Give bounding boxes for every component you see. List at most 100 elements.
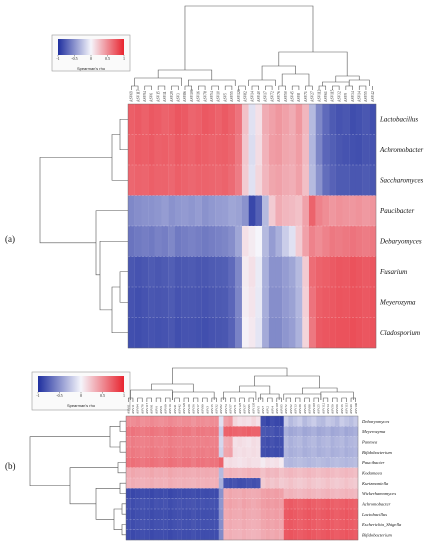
column-dendrogram-branch: [251, 85, 260, 90]
heatmap-cell: [208, 134, 216, 166]
heatmap-cell: [177, 478, 182, 489]
heatmap-cell: [221, 104, 229, 135]
heatmap-cell: [295, 165, 303, 196]
heatmap-cell: [163, 467, 168, 479]
heatmap-cell: [154, 104, 162, 135]
heatmap-cell: [330, 467, 335, 479]
column-label: ASV3: [205, 406, 209, 414]
heatmap-cell: [237, 416, 243, 427]
column-label: ASV6: [154, 406, 158, 414]
heatmap-cell: [316, 478, 322, 489]
heatmap-cell: [135, 426, 141, 437]
heatmap-cell: [269, 457, 275, 468]
heatmap-cell: [134, 134, 142, 166]
heatmap-cell: [330, 416, 335, 427]
heatmap-cell: [311, 498, 317, 510]
heatmap-cell: [275, 287, 283, 318]
heatmap-cell: [275, 226, 283, 257]
heatmap-cell: [228, 436, 233, 448]
heatmap-cell: [325, 436, 331, 448]
row-label: Fusarium: [379, 268, 407, 276]
heatmap-cell: [172, 519, 178, 530]
heatmap-cell: [274, 478, 280, 489]
heatmap-cell: [339, 519, 345, 530]
heatmap-cell: [235, 287, 243, 318]
heatmap-cell: [353, 488, 359, 499]
heatmap-cell: [130, 457, 136, 468]
heatmap-cell: [334, 436, 340, 448]
column-label: ASV115: [345, 403, 349, 414]
heatmap-cell: [215, 226, 222, 257]
heatmap-cell: [288, 226, 296, 257]
heatmap-cell: [168, 287, 176, 318]
column-dendrogram-a: [131, 5, 373, 90]
heatmap-cell: [349, 256, 357, 288]
row-label: Pantoea: [361, 439, 378, 444]
heatmap-cell: [274, 447, 280, 458]
heatmap-cell: [255, 529, 261, 541]
heatmap-cell: [283, 509, 289, 520]
heatmap-cell: [325, 416, 331, 427]
heatmap-cell: [335, 104, 343, 135]
heatmap-cell: [308, 134, 316, 166]
heatmap-cell: [265, 467, 270, 479]
heatmap-cell: [362, 195, 370, 227]
heatmap-cell: [260, 529, 266, 541]
heatmap-cell: [161, 195, 169, 227]
heatmap-cell: [232, 498, 238, 510]
heatmap-cell: [135, 478, 141, 489]
heatmap-cell: [223, 519, 229, 530]
heatmap-cell: [221, 165, 229, 196]
heatmap-cell: [149, 498, 154, 510]
heatmap-cell: [232, 509, 238, 520]
colorbar-tick-label: 1: [123, 393, 125, 398]
heatmap-cell: [293, 457, 298, 468]
column-dendrogram-branch: [183, 397, 189, 402]
heatmap-cell: [334, 509, 340, 520]
heatmap-cell: [190, 416, 196, 427]
heatmap-cell: [223, 478, 229, 489]
heatmap-cell: [168, 134, 176, 166]
heatmap-cell: [186, 426, 192, 437]
heatmap-cell: [355, 287, 363, 318]
heatmap-cell: [279, 436, 284, 448]
heatmap-cell: [268, 287, 276, 318]
heatmap-cell: [163, 447, 168, 458]
heatmap-cell: [177, 488, 182, 499]
heatmap-cell: [181, 134, 189, 166]
heatmap-cell: [302, 436, 308, 448]
heatmap-cell: [214, 416, 219, 427]
heatmap-cell: [204, 416, 210, 427]
heatmap-cell: [288, 467, 294, 479]
heatmap-cell: [204, 519, 210, 530]
heatmap-cell: [349, 104, 357, 135]
heatmap-cell: [149, 519, 154, 530]
heatmap-cell: [282, 226, 290, 257]
heatmap-cell: [158, 467, 164, 479]
heatmap-cell: [201, 317, 209, 349]
heatmap-cell: [288, 165, 296, 196]
heatmap-cell: [306, 467, 312, 479]
heatmap-cell: [144, 509, 150, 520]
row-label: Paucibacter: [361, 460, 385, 465]
heatmap-cell: [344, 457, 349, 468]
heatmap-cell: [355, 104, 363, 135]
heatmap-cell: [128, 226, 135, 257]
heatmap-cell: [330, 436, 335, 448]
heatmap-cell: [163, 426, 168, 437]
heatmap-cell: [344, 467, 349, 479]
heatmap-cell: [269, 447, 275, 458]
heatmap-cell: [353, 467, 359, 479]
column-dendrogram-branch: [171, 85, 179, 90]
heatmap-cell: [279, 509, 284, 520]
heatmap-cell: [130, 509, 136, 520]
heatmap-cell: [349, 226, 357, 257]
heatmap-cell: [218, 488, 224, 499]
heatmap-cell: [200, 529, 206, 541]
heatmap-cell: [195, 529, 201, 541]
heatmap-cell: [255, 317, 263, 349]
heatmap-cell: [130, 416, 136, 427]
heatmap-cell: [163, 416, 168, 427]
heatmap-cell: [288, 256, 296, 288]
column-label: ASV118: [312, 403, 316, 414]
